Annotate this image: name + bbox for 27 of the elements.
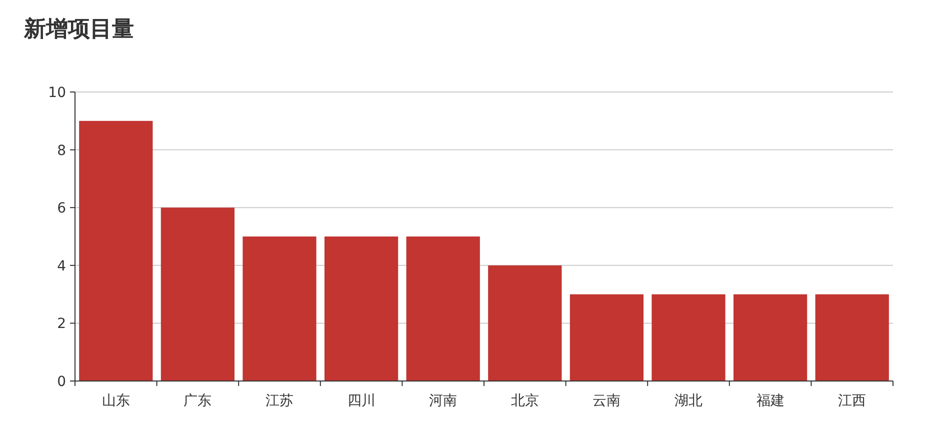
x-tick-label: 山东	[102, 393, 130, 409]
bar	[488, 265, 562, 381]
y-tick-label: 2	[57, 316, 66, 332]
bar	[652, 294, 726, 381]
x-tick-label: 广东	[184, 393, 212, 409]
x-tick-label: 北京	[510, 393, 539, 409]
x-tick-label: 河南	[429, 393, 458, 409]
x-tick-label: 湖北	[674, 393, 702, 409]
bar	[406, 236, 480, 381]
x-tick-label: 福建	[756, 393, 784, 409]
x-tick-label: 四川	[347, 393, 376, 409]
y-tick-label: 8	[57, 142, 66, 159]
bar	[242, 236, 316, 381]
x-tick-label: 江西	[838, 393, 866, 409]
y-tick-label: 6	[57, 200, 66, 217]
bar	[324, 236, 398, 381]
bar	[570, 294, 644, 381]
bar	[733, 294, 808, 381]
y-tick-label: 0	[57, 374, 66, 390]
y-tick-label: 4	[57, 258, 66, 274]
chart-title: 新增项目量	[23, 16, 134, 42]
bar	[815, 294, 889, 381]
y-tick-label: 10	[48, 85, 66, 101]
x-tick-label: 云南	[592, 393, 621, 409]
bar	[160, 208, 235, 381]
x-tick-label: 江苏	[266, 393, 294, 409]
bar	[79, 120, 153, 381]
